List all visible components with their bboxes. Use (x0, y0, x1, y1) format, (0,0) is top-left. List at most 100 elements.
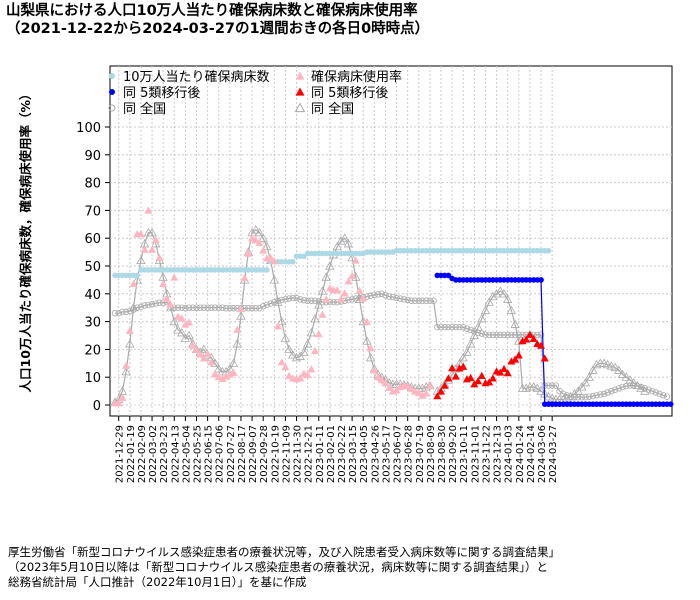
beds-national-point (497, 331, 504, 339)
beds-national-point (245, 305, 252, 312)
x-tick-label: 2024-01-24 (515, 425, 526, 483)
usage-national-point (288, 350, 298, 359)
gridlines (109, 65, 673, 417)
y-tick-label: 60 (84, 232, 101, 247)
beds-national-point (374, 291, 382, 298)
usage-national-post-point (499, 288, 509, 298)
beds-national-point (148, 300, 156, 308)
x-tick-label: 2023-11-22 (481, 425, 492, 483)
usage-national-post-point (528, 382, 539, 391)
x-tick-label: 2022-05-04 (181, 425, 192, 483)
chart-subtitle: （2021-12-22から2024-03-27の1週間おきの各日0時時点） (6, 21, 430, 37)
beds-national-point (508, 331, 515, 339)
beds-national-point (352, 295, 360, 302)
y-tick-label: 100 (76, 121, 101, 136)
usage-national-point (284, 344, 294, 354)
y-axis-label: 人口10万人当たり確保病床数，確保病床使用率（%） (18, 88, 33, 393)
beds-national-point (156, 299, 163, 306)
usage-point (381, 379, 390, 387)
legend-beds-label: 10万人当たり確保病床数 (123, 69, 270, 85)
usage-national-point (365, 352, 376, 362)
beds-national-point (367, 292, 374, 299)
legend-beds-national-symbol (108, 104, 116, 112)
beds-national-point (415, 297, 422, 304)
usage-point (414, 388, 423, 396)
usage-point (114, 399, 123, 407)
beds-national-point (471, 328, 478, 335)
usage-point (148, 245, 157, 253)
usage-national-post-point (506, 305, 517, 315)
usage-national-point (236, 311, 246, 320)
data-marks (110, 206, 674, 407)
legend-usage-label: 確保病床使用率 (311, 69, 402, 85)
usage-national-point (291, 352, 302, 362)
x-tick-label: 2022-02-09 (137, 425, 148, 483)
usage-point (370, 366, 379, 374)
usage-point (181, 320, 190, 328)
beds-national-point (126, 307, 134, 315)
usage-national-point (254, 227, 265, 237)
usage-national-post-point (547, 393, 557, 402)
usage-post-point (440, 381, 449, 389)
beds-national-point (623, 382, 630, 390)
usage-post-point (466, 373, 475, 381)
beds-national-point (197, 304, 204, 311)
beds-national-point (571, 394, 578, 401)
x-tick-label: 2023-06-28 (404, 425, 415, 483)
x-tick-label: 2022-06-15 (204, 425, 215, 483)
usage-post-point (537, 341, 546, 349)
usage-point (270, 256, 279, 265)
x-tick-label: 2022-07-27 (226, 425, 237, 483)
usage-national-point (232, 339, 242, 348)
beds-national-point (663, 393, 671, 400)
beds-national-point (563, 392, 571, 399)
usage-point (307, 365, 316, 373)
source-line-3: 総務省統計局「人口推計（2022年10月1日）」を基に作成 (8, 575, 307, 589)
beds-national-point (445, 323, 452, 331)
usage-point (285, 371, 294, 380)
beds-national-point (248, 305, 256, 312)
beds-national-point (300, 296, 308, 304)
beds-national-point (578, 394, 585, 401)
usage-post-point (525, 330, 534, 338)
beds-point (134, 272, 141, 279)
usage-post-point (444, 374, 453, 382)
beds-national-point (204, 304, 211, 311)
y-tick-label: 10 (84, 371, 101, 386)
beds-national-point (545, 382, 552, 389)
beds-national-point (122, 308, 130, 316)
beds-national-point (515, 331, 523, 339)
beds-national-point (493, 331, 500, 339)
usage-point (244, 249, 253, 257)
beds-national-point (574, 394, 582, 401)
usage-national-point (302, 339, 313, 348)
x-tick-label: 2024-03-27 (548, 425, 559, 483)
usage-national-post-point (495, 286, 505, 295)
beds-national-point (619, 383, 626, 391)
usage-post-point (540, 354, 549, 362)
beds-national-point (282, 296, 289, 303)
usage-national-point (214, 364, 224, 373)
usage-post-point (451, 372, 460, 380)
x-tick-label: 2024-03-06 (537, 425, 548, 483)
usage-national-point (151, 238, 161, 248)
beds-national-point (400, 296, 408, 303)
y-tick-label: 40 (84, 288, 101, 303)
usage-point (140, 245, 149, 253)
beds-national-point (637, 383, 645, 391)
usage-national-post-point (591, 359, 602, 369)
usage-point (162, 294, 171, 303)
y-tick-label: 90 (84, 149, 101, 164)
usage-point (344, 277, 353, 285)
x-tick-label: 2023-07-19 (415, 425, 426, 483)
beds-national-point (208, 304, 215, 311)
beds-national-point (537, 331, 545, 339)
beds-national-point (267, 300, 274, 307)
beds-national-point (226, 305, 234, 312)
beds-national-point (419, 297, 426, 304)
usage-national-point (336, 236, 346, 245)
x-tick-label: 2023-02-22 (337, 425, 348, 483)
usage-point (336, 295, 345, 303)
usage-national-post-point (603, 359, 613, 369)
